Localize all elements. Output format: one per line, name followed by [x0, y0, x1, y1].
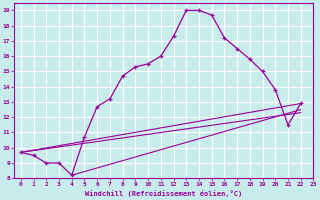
X-axis label: Windchill (Refroidissement éolien,°C): Windchill (Refroidissement éolien,°C) [85, 190, 243, 197]
